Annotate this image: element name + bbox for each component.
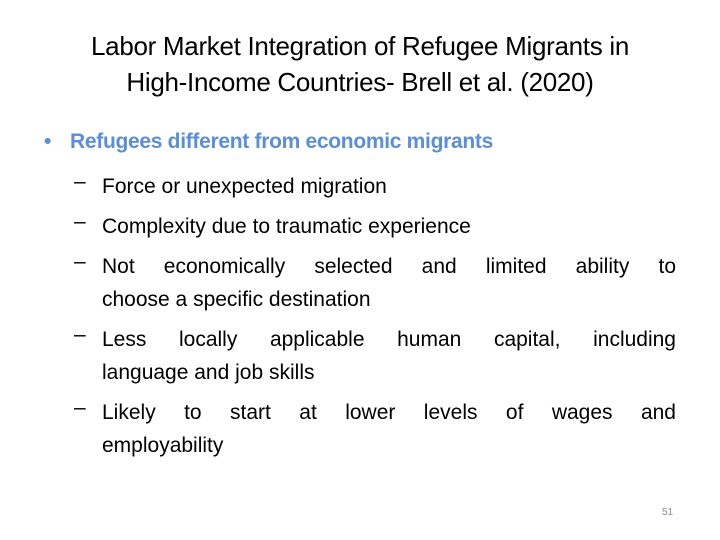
dash-icon: – xyxy=(74,250,86,273)
sub-bullet: – Not economically selected and limited … xyxy=(74,250,676,316)
main-bullet: • Refugees different from economic migran… xyxy=(44,130,493,154)
sub-bullet: – Likely to start at lower levels of wag… xyxy=(74,396,676,462)
sub-bullet: – Complexity due to traumatic experience xyxy=(74,210,676,243)
dash-icon: – xyxy=(74,210,86,233)
dash-icon: – xyxy=(74,323,86,346)
sub-bullet-text: choose a specific destination xyxy=(102,288,371,311)
sub-bullet-text: Force or unexpected migration xyxy=(102,175,387,198)
page-number: 51 xyxy=(662,507,674,518)
slide-title: Labor Market Integration of Refugee Migr… xyxy=(20,28,700,100)
sub-bullet-text: Likely to start at lower levels of wages… xyxy=(102,401,676,424)
sub-bullet-text: Complexity due to traumatic experience xyxy=(102,215,471,238)
sub-bullet: – Less locally applicable human capital,… xyxy=(74,323,676,389)
sub-bullet-text: Not economically selected and limited ab… xyxy=(102,255,676,278)
main-bullet-text: Refugees different from economic migrant… xyxy=(70,130,493,153)
slide-title-line: High-Income Countries- Brell et al. (202… xyxy=(126,67,594,97)
sub-bullet-text: Less locally applicable human capital, i… xyxy=(102,328,676,351)
sub-bullet-text: language and job skills xyxy=(102,361,315,384)
dash-icon: – xyxy=(74,396,86,419)
slide-title-line: Labor Market Integration of Refugee Migr… xyxy=(91,31,629,61)
bullet-dot-icon: • xyxy=(44,130,52,153)
sub-bullet-text: employability xyxy=(102,434,224,457)
sub-bullet: – Force or unexpected migration xyxy=(74,170,676,203)
sub-bullet-list: – Force or unexpected migration – Comple… xyxy=(74,170,676,469)
dash-icon: – xyxy=(74,170,86,193)
